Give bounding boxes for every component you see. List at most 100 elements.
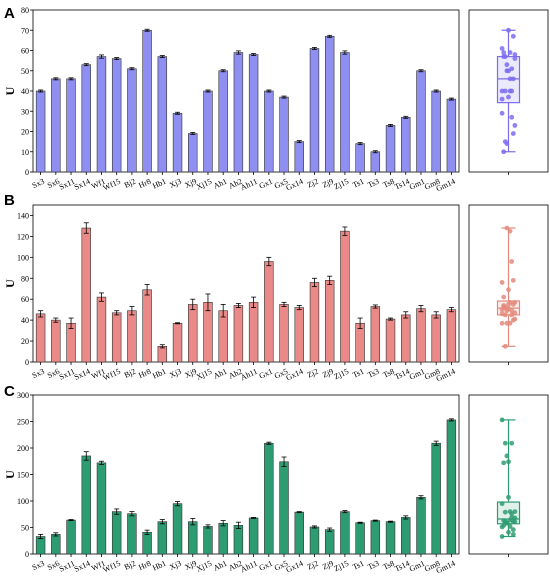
boxplot-point [501, 149, 507, 155]
bar-Gm1 [416, 308, 426, 363]
boxplot-point [499, 501, 505, 507]
x-tick-label-Bj2: Bj2 [123, 367, 137, 380]
bar-Sx6 [51, 319, 61, 363]
x-tick-label-Sx3: Sx3 [31, 367, 46, 380]
bar-Ah2 [233, 305, 244, 363]
bar-Zj2 [309, 282, 320, 363]
boxplot-point [510, 527, 516, 533]
boxplot-point [510, 33, 516, 39]
bar-Gx5 [279, 96, 289, 173]
x-tick-label-Xj3: Xj3 [168, 367, 183, 380]
bar-Sx11 [66, 519, 76, 555]
bar-Gm8 [431, 90, 441, 173]
boxplot-point [506, 287, 511, 293]
bar-Gx14 [294, 141, 304, 173]
x-tick-label-Hb1: Hb1 [151, 559, 167, 573]
boxplot-point [502, 343, 508, 349]
boxplot-point [507, 50, 513, 55]
x-tick-label-Gx14: Gx14 [285, 367, 305, 383]
boxplot-point [506, 459, 511, 465]
x-tick-label-Gx1: Gx1 [258, 367, 274, 381]
x-tick-label-Zj2: Zj2 [306, 559, 320, 572]
bar-Gx14 [294, 307, 304, 363]
boxplot-point [510, 531, 516, 537]
y-tick-label: 0 [25, 550, 29, 559]
x-tick-label-Bj2: Bj2 [123, 177, 137, 190]
y-axis-title: U [3, 470, 17, 479]
bar-Gx1 [264, 442, 274, 555]
bar-Wf1 [96, 56, 107, 173]
bar-Hb1 [157, 345, 168, 363]
x-tick-label-Gx1: Gx1 [258, 177, 274, 191]
bar-Zj9 [324, 36, 335, 173]
bar-Gx1 [264, 90, 274, 173]
boxplot-point [512, 123, 518, 128]
bar-Wf15 [111, 58, 122, 173]
boxplot-point [506, 529, 511, 535]
x-tick-label-Hr8: Hr8 [137, 367, 152, 380]
bar-Gx5 [279, 304, 289, 363]
bar-Xj3 [172, 112, 183, 173]
boxplot-point [504, 453, 510, 459]
y-tick-label: 150 [17, 471, 29, 480]
bar-Hb1 [157, 56, 168, 173]
boxplot-point [509, 312, 515, 318]
x-tick-label-Hb1: Hb1 [151, 367, 167, 381]
bar-Wf15 [111, 312, 122, 363]
bar-Ah1 [218, 310, 228, 363]
x-tick-label-Wf15: Wf15 [102, 367, 122, 383]
y-tick-label: 300 [17, 391, 29, 400]
x-tick-label-Zj15: Zj15 [333, 367, 350, 382]
boxplot-point [501, 294, 507, 300]
x-tick-label-Ts1: Ts1 [351, 367, 365, 380]
bar-Sx14 [81, 455, 91, 555]
boxplot-point [499, 534, 505, 539]
boxplot-point [512, 52, 518, 57]
bar-Gm1 [416, 496, 426, 555]
bar-Xj9 [188, 133, 198, 173]
x-tick-label-Sx14: Sx14 [73, 367, 92, 382]
y-tick-label: 250 [17, 418, 29, 427]
bar-Gx1 [264, 261, 274, 363]
boxplot-point [510, 277, 516, 283]
boxplot-point [510, 131, 516, 136]
x-tick-label-Sx14: Sx14 [73, 559, 92, 574]
x-tick-label-Zj9: Zj9 [321, 177, 335, 190]
x-tick-label-Ts1: Ts1 [351, 177, 365, 190]
boxplot-point [506, 94, 511, 100]
x-tick-label-Hr8: Hr8 [137, 177, 152, 190]
boxplot-point [499, 280, 505, 285]
boxplot-point [499, 307, 505, 313]
bar-Gm8 [431, 442, 441, 555]
x-tick-label-Zj15: Zj15 [333, 177, 350, 192]
bar-Ts3 [370, 520, 381, 555]
panel-letter: C [4, 383, 15, 400]
x-tick-label-Ah11: Ah11 [239, 367, 259, 383]
x-tick-label-Ah11: Ah11 [239, 559, 259, 575]
x-tick-label-Zj15: Zj15 [333, 559, 350, 574]
x-tick-label-Ah11: Ah11 [239, 177, 259, 193]
boxplot-point [501, 460, 507, 466]
bar-Ah1 [218, 70, 228, 173]
boxplot-point [501, 518, 507, 524]
boxplot-point [502, 440, 508, 446]
x-tick-label-Ts3: Ts3 [366, 177, 380, 190]
panel-letter: B [4, 192, 15, 209]
y-tick-label: 80 [21, 6, 29, 15]
x-tick-label-Ts8: Ts8 [382, 177, 396, 190]
x-tick-label-Xj15: Xj15 [195, 559, 213, 574]
x-tick-label-Ah1: Ah1 [212, 367, 228, 381]
bar-Gm1 [416, 70, 426, 173]
x-tick-label-Wf15: Wf15 [102, 177, 122, 193]
bar-Zj15 [340, 230, 350, 363]
bar-Hr8 [142, 29, 152, 173]
bar-Gx14 [294, 511, 304, 555]
bar-Sx6 [51, 534, 61, 555]
x-tick-label-Ts3: Ts3 [366, 367, 380, 380]
bar-Wf15 [111, 511, 122, 555]
y-tick-label: 100 [17, 253, 29, 262]
boxplot-point [507, 228, 513, 234]
